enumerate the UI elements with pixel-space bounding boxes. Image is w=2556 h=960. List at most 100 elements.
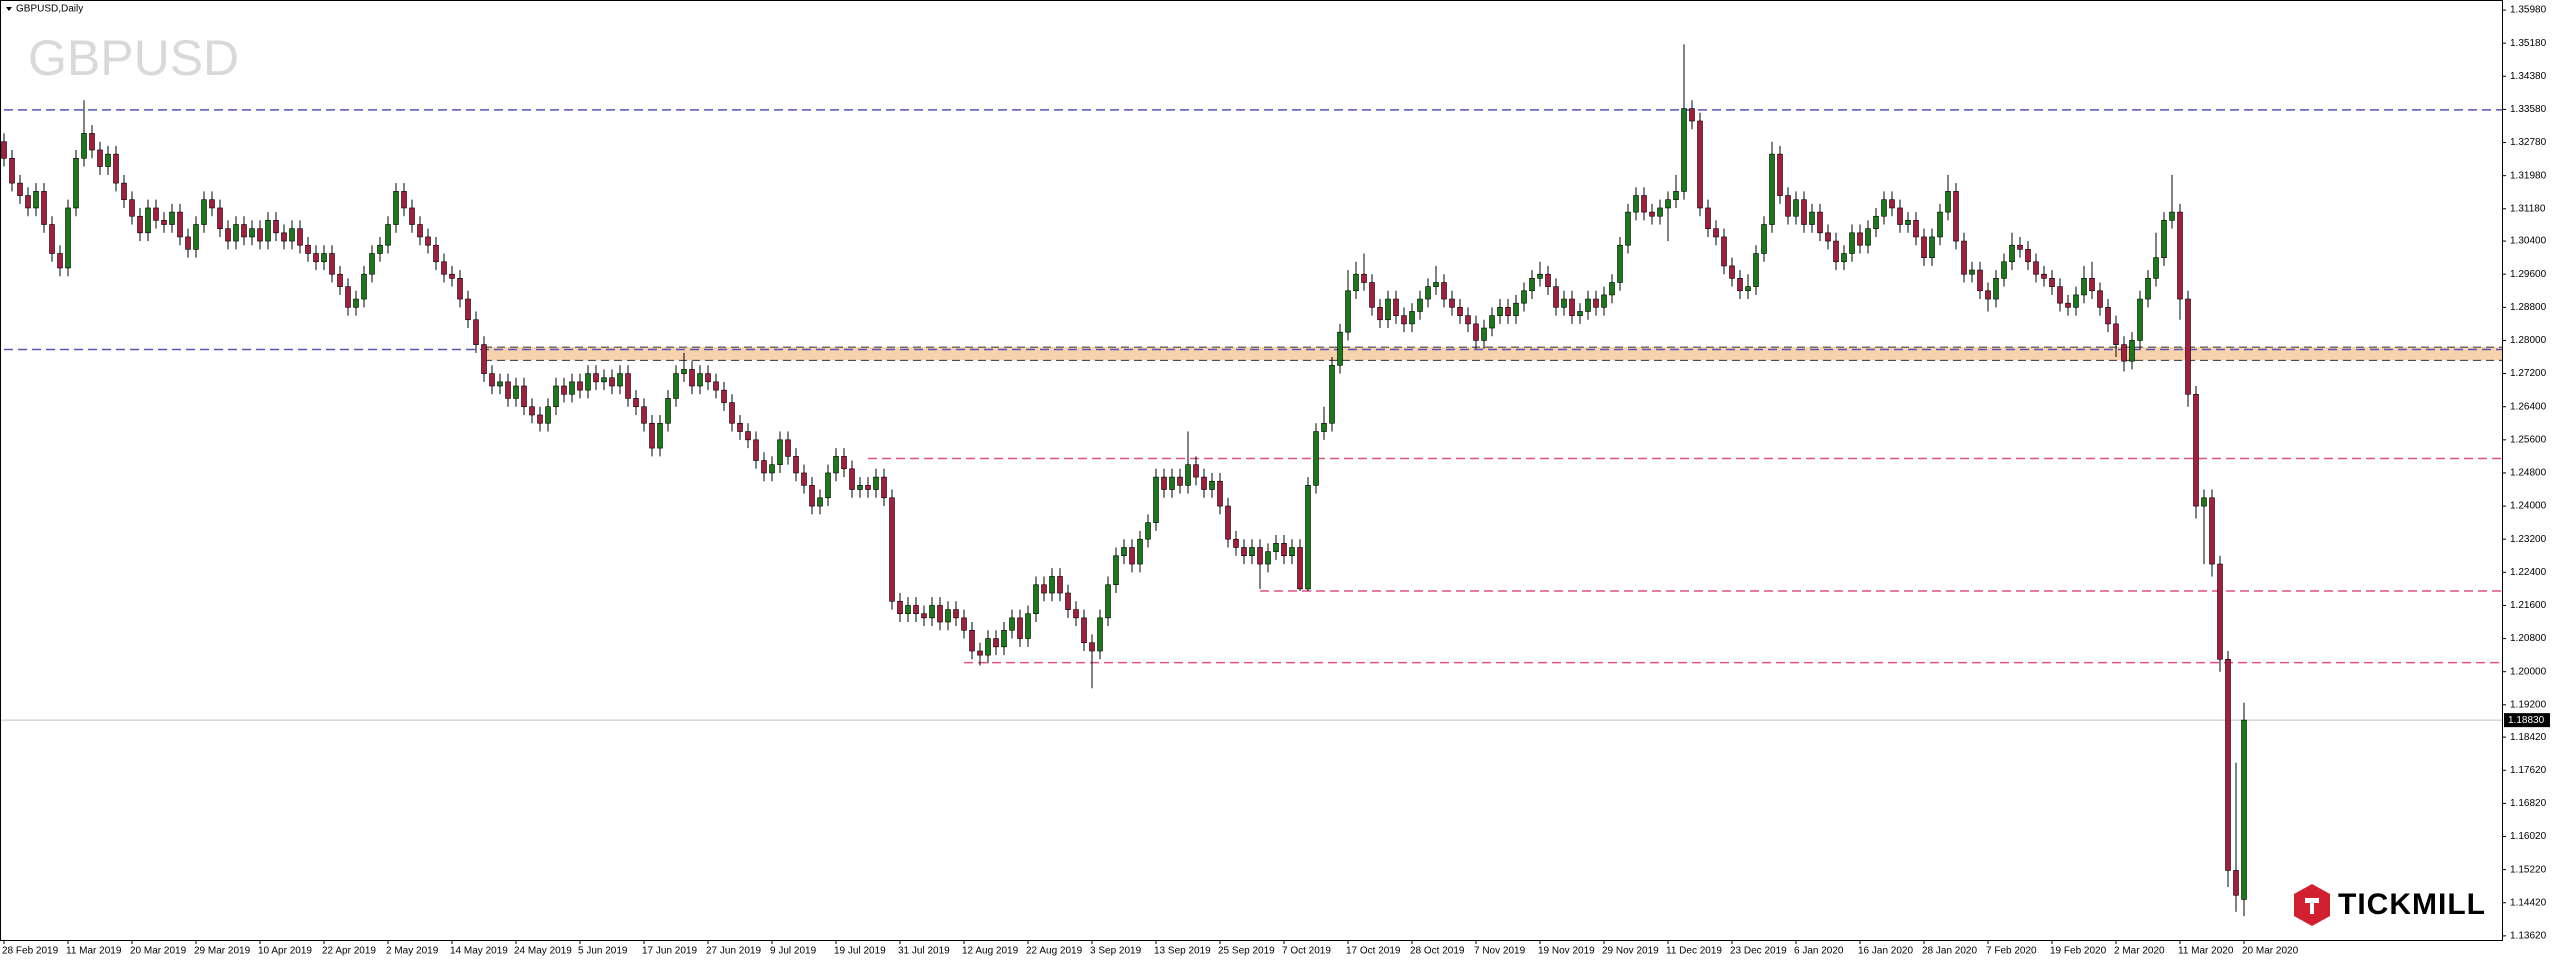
- candle-body-up: [1009, 617, 1015, 631]
- x-tick-label: 29 Mar 2019: [194, 946, 251, 957]
- candle-body-down: [1073, 609, 1079, 619]
- candle-body-up: [1289, 547, 1295, 557]
- symbol-watermark: GBPUSD: [28, 30, 239, 86]
- y-tick-label: 1.20800: [2510, 633, 2547, 644]
- candle-body-up: [1761, 224, 1767, 254]
- candle-body-up: [833, 456, 839, 474]
- y-tick-label: 1.32780: [2510, 137, 2547, 148]
- candle-body-down: [1457, 307, 1463, 316]
- candle-body-down: [1737, 278, 1743, 292]
- y-tick-label: 1.16820: [2510, 798, 2547, 809]
- candle-body-down: [705, 373, 711, 383]
- candle-body-down: [1201, 476, 1207, 490]
- x-tick-label: 11 Mar 2019: [66, 946, 122, 957]
- candle-body-down: [937, 605, 943, 623]
- candle-body-up: [377, 244, 383, 254]
- candle-body-down: [465, 298, 471, 321]
- candle-body-down: [273, 220, 279, 234]
- candle-body-up: [681, 369, 687, 374]
- candle-body-down: [529, 406, 535, 416]
- candle-body-down: [713, 381, 719, 391]
- candle-body-up: [1113, 555, 1119, 586]
- candle-body-down: [2113, 323, 2119, 345]
- candle-body-down: [177, 211, 183, 238]
- candle-body-up: [1409, 311, 1415, 325]
- x-tick-label: 29 Nov 2019: [1602, 946, 1659, 957]
- logo-mark: [2305, 898, 2319, 914]
- candle-body-up: [1625, 211, 1631, 246]
- candle-body-down: [1377, 307, 1383, 321]
- candle-body-down: [1641, 195, 1647, 213]
- candle-body-down: [881, 476, 887, 499]
- candle-body-down: [969, 629, 975, 652]
- candle-body-down: [473, 319, 479, 345]
- x-tick-label: 17 Jun 2019: [642, 946, 697, 957]
- candle-body-down: [9, 157, 15, 184]
- candle-body-down: [1041, 584, 1047, 594]
- candle-body-down: [457, 278, 463, 300]
- candle-body-down: [609, 377, 615, 387]
- candle-body-down: [1401, 315, 1407, 325]
- candle-body-down: [2193, 393, 2199, 507]
- candle-body-down: [1697, 120, 1703, 209]
- support-zone: [484, 347, 2502, 361]
- candle-body-down: [1689, 108, 1695, 122]
- candle-body-down: [97, 149, 103, 167]
- candle-body-down: [1081, 617, 1087, 644]
- candle-body-down: [25, 195, 31, 209]
- y-tick-label: 1.31980: [2510, 170, 2547, 181]
- y-tick-label: 1.14420: [2510, 897, 2547, 908]
- candle-body-down: [1569, 298, 1575, 316]
- x-tick-label: 27 Jun 2019: [706, 946, 761, 957]
- candle-body-up: [1353, 273, 1359, 292]
- candle-body-up: [817, 497, 823, 507]
- y-tick-label: 1.33580: [2510, 104, 2547, 115]
- candle-body-down: [257, 228, 263, 242]
- candle-body-down: [1785, 195, 1791, 217]
- candle-body-down: [1233, 538, 1239, 548]
- candle-body-down: [329, 253, 335, 275]
- candle-body-down: [2089, 278, 2095, 292]
- menu-triangle: [6, 7, 12, 11]
- candle-body-up: [2009, 244, 2015, 263]
- y-tick-label: 1.24000: [2510, 501, 2547, 512]
- candle-body-up: [1609, 282, 1615, 296]
- candle-body-down: [137, 215, 143, 234]
- candle-body-down: [1505, 307, 1511, 316]
- candle-body-down: [1857, 232, 1863, 246]
- x-tick-label: 22 Apr 2019: [322, 946, 376, 957]
- candle-body-up: [265, 220, 271, 242]
- candle-body-up: [1617, 244, 1623, 283]
- y-tick-label: 1.20000: [2510, 666, 2547, 677]
- candle-body-down: [1817, 211, 1823, 234]
- candle-body-down: [1057, 576, 1063, 594]
- x-tick-label: 20 Mar 2020: [2242, 946, 2299, 957]
- candle-body-up: [1537, 273, 1543, 279]
- candle-body-down: [129, 199, 135, 217]
- candle-body-up: [985, 638, 991, 656]
- candle-body-down: [793, 456, 799, 474]
- candle-body-up: [697, 373, 703, 387]
- candle-body-down: [1977, 269, 1983, 292]
- candle-body-down: [409, 207, 415, 225]
- candle-body-up: [1673, 191, 1679, 200]
- candle-body-down: [1089, 642, 1095, 652]
- candle-body-down: [1369, 282, 1375, 308]
- candle-body-down: [2217, 563, 2223, 660]
- candle-body-up: [1929, 236, 1935, 258]
- candle-body-down: [209, 199, 215, 209]
- candle-body-up: [1665, 199, 1671, 209]
- candle-body-down: [337, 273, 343, 287]
- candle-body-up: [929, 605, 935, 619]
- candle-body-up: [1169, 476, 1175, 490]
- candle-body-down: [1953, 191, 1959, 242]
- candle-body-down: [1921, 236, 1927, 258]
- candle-body-up: [193, 224, 199, 250]
- candle-body-down: [801, 472, 807, 486]
- candle-body-up: [825, 472, 831, 499]
- y-tick-label: 1.18420: [2510, 732, 2547, 743]
- candle-body-down: [1889, 199, 1895, 209]
- candle-body-up: [1585, 298, 1591, 312]
- y-tick-label: 1.21600: [2510, 600, 2547, 611]
